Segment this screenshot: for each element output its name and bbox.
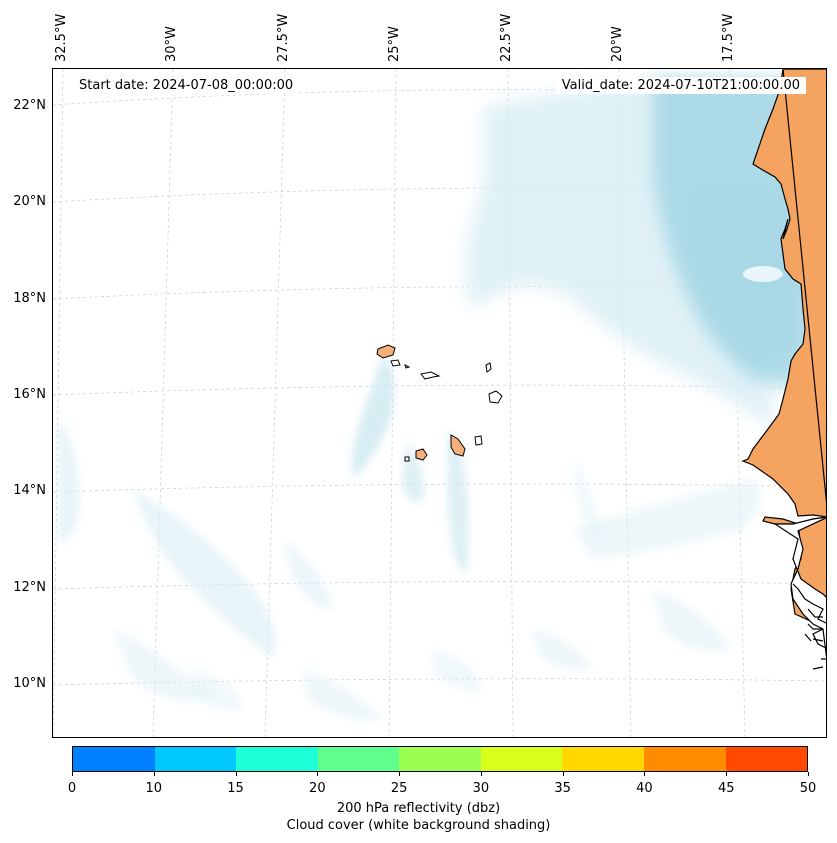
colorbar-segment-2 [236,747,318,771]
island-sao-nicolau [420,371,441,380]
colorbar-segment-8 [725,747,808,771]
colorbar-tickmark [808,772,809,776]
valid-date-label: Valid_date: 2024-07-10T21:00:00.00 [555,77,806,94]
island-sal [485,362,492,373]
colorbar-tickmark [726,772,728,776]
colorbar-tick-label: 0 [67,781,77,796]
lat-label-22n: 22°N [13,98,46,113]
colorbar-segment-5 [480,747,563,771]
start-date-label: Start date: 2024-07-08_00:00:00 [73,77,300,94]
lat-label-12n: 12°N [13,580,46,595]
colorbar-tickmark [399,772,401,776]
colorbar-tick-label: 40 [636,781,653,796]
colorbar-tick-label: 45 [717,781,735,796]
colorbar-segment-6 [562,747,644,771]
coastline-south [792,583,826,670]
colorbar-tick-label: 25 [390,781,408,796]
colorbar-tick-label: 50 [799,781,817,796]
colorbar-tick-label: 20 [309,781,326,796]
lat-label-20n: 20°N [13,194,46,209]
colorbar-segment-4 [399,747,481,771]
lon-label-27-5w: 27.5°W [276,13,291,62]
lat-label-16n: 16°N [13,387,46,402]
colorbar-tickmark [317,772,319,776]
colorbar-segment-1 [154,747,237,771]
lon-label-17-5w: 17.5°W [721,13,736,62]
colorbar-tickmark [72,772,73,776]
lon-label-32-5w: 32.5°W [54,13,69,62]
island-sao-vicente [390,359,401,367]
africa-land-south [772,516,826,658]
colorbar-tickmark [644,772,646,776]
colorbar-tick-label: 15 [227,781,244,796]
cape-verde-islands [376,344,503,462]
island-maio [474,435,483,446]
colorbar-label-cloud-cover: Cloud cover (white background shading) [286,818,551,833]
lat-label-18n: 18°N [13,291,46,306]
map-frame: Start date: 2024-07-08_00:00:00 Valid_da… [52,68,827,738]
island-santa-luzia [404,364,411,369]
lat-label-10n: 10°N [13,676,46,691]
colorbar-segment-0 [73,747,155,771]
island-boa-vista [488,390,503,404]
island-santo-antao [376,344,396,359]
colorbar-tickmark [480,772,482,776]
colorbar-tick-label: 35 [554,781,571,796]
map-canvas [53,69,826,737]
lon-label-22-5w: 22.5°W [499,13,514,62]
colorbar-segment-7 [643,747,726,771]
colorbar-tickmark [235,772,237,776]
colorbar-tick-label: 30 [472,781,490,796]
clear-patch [743,266,783,282]
lon-label-30w: 30°W [164,26,179,62]
colorbar-segment-3 [317,747,400,771]
island-santiago [450,434,466,457]
island-fogo [415,448,428,461]
lat-label-14n: 14°N [13,483,46,498]
colorbar [72,746,808,772]
lon-label-20w: 20°W [610,26,625,62]
colorbar-tickmark [153,772,155,776]
lon-label-25w: 25°W [387,26,402,62]
cloud-cover-shading [58,79,813,720]
island-brava [404,456,410,462]
colorbar-tickmark [562,772,564,776]
colorbar-tick-label: 10 [145,781,163,796]
colorbar-label-reflectivity: 200 hPa reflectivity (dbz) [336,801,501,816]
